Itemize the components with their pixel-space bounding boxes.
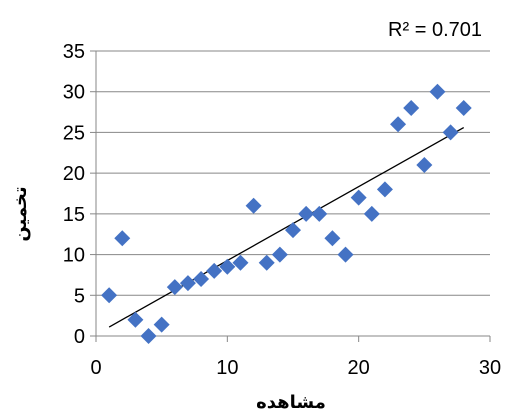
tick-labels: 0 5 10 15 20 25 30 35 0 10 20 30 — [63, 41, 501, 379]
data-point-27 — [442, 124, 459, 141]
data-point-22 — [376, 181, 393, 198]
data-point-8 — [193, 271, 210, 287]
data-point-19 — [337, 246, 354, 263]
data-point-23 — [390, 116, 407, 133]
data-point-26 — [429, 83, 446, 100]
y-tick-label-10: 10 — [63, 245, 85, 267]
data-point-14 — [271, 246, 288, 263]
data-point-21 — [363, 205, 380, 222]
data-point-9 — [206, 262, 223, 279]
data-point-20 — [350, 189, 367, 206]
data-point-1 — [101, 287, 118, 304]
y-axis-title: تخمین — [10, 186, 31, 241]
y-tick-label-15: 15 — [63, 204, 85, 226]
data-point-5 — [153, 316, 170, 333]
data-point-25 — [416, 157, 433, 173]
data-point-4 — [140, 328, 157, 344]
y-tick-label-5: 5 — [74, 285, 85, 307]
linear-trendline — [108, 126, 465, 328]
y-tick-label-20: 20 — [63, 163, 85, 185]
axes — [90, 50, 491, 342]
trendline-group — [108, 126, 465, 328]
y-tick-label-0: 0 — [74, 326, 85, 348]
y-tick-label-35: 35 — [63, 41, 85, 63]
data-point-3 — [127, 311, 144, 328]
y-tick-label-25: 25 — [63, 122, 85, 144]
data-point-10 — [219, 258, 236, 275]
x-tick-label-10: 10 — [216, 357, 238, 379]
data-point-28 — [455, 100, 472, 116]
data-point-15 — [285, 222, 301, 239]
data-point-16 — [298, 205, 315, 222]
x-tick-label-30: 30 — [479, 357, 501, 379]
data-point-24 — [403, 100, 420, 116]
data-point-18 — [324, 230, 341, 247]
data-point-17 — [311, 205, 328, 222]
data-point-6 — [166, 279, 183, 296]
r-squared-annotation: R² = 0.701 — [388, 19, 482, 41]
data-point-13 — [258, 254, 275, 271]
x-axis-title: مشاهده — [256, 392, 326, 412]
y-tick-label-30: 30 — [63, 82, 85, 104]
data-point-11 — [232, 254, 249, 271]
data-point-12 — [245, 197, 262, 214]
x-tick-label-20: 20 — [348, 357, 370, 379]
gridlines — [96, 50, 490, 296]
data-point-2 — [114, 230, 131, 247]
x-tick-label-0: 0 — [90, 357, 101, 379]
data-point-7 — [179, 275, 196, 292]
data-points — [101, 83, 472, 344]
